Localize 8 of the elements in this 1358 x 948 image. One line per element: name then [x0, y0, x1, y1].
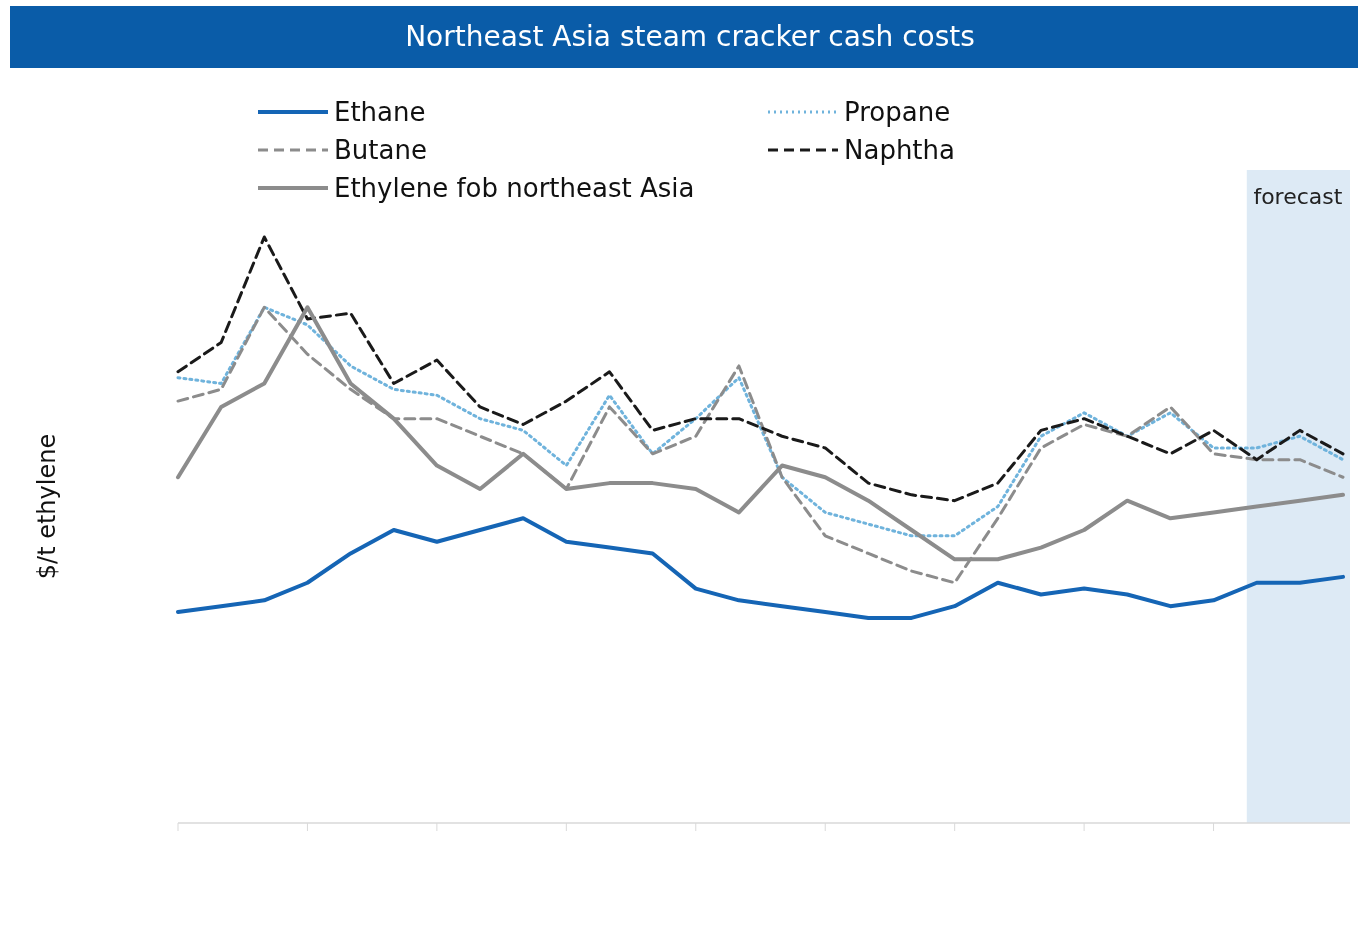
- legend-label: Ethylene fob northeast Asia: [334, 173, 695, 203]
- chart-title: Northeast Asia steam cracker cash costs: [405, 20, 975, 53]
- legend-label: Ethane: [334, 97, 426, 127]
- text: forecast: [1253, 184, 1343, 209]
- y-axis-title: $/t ethylene: [33, 433, 61, 580]
- legend-label: Naphtha: [844, 135, 955, 165]
- legend-label: Propane: [844, 97, 951, 127]
- legend-label: Butane: [334, 135, 427, 165]
